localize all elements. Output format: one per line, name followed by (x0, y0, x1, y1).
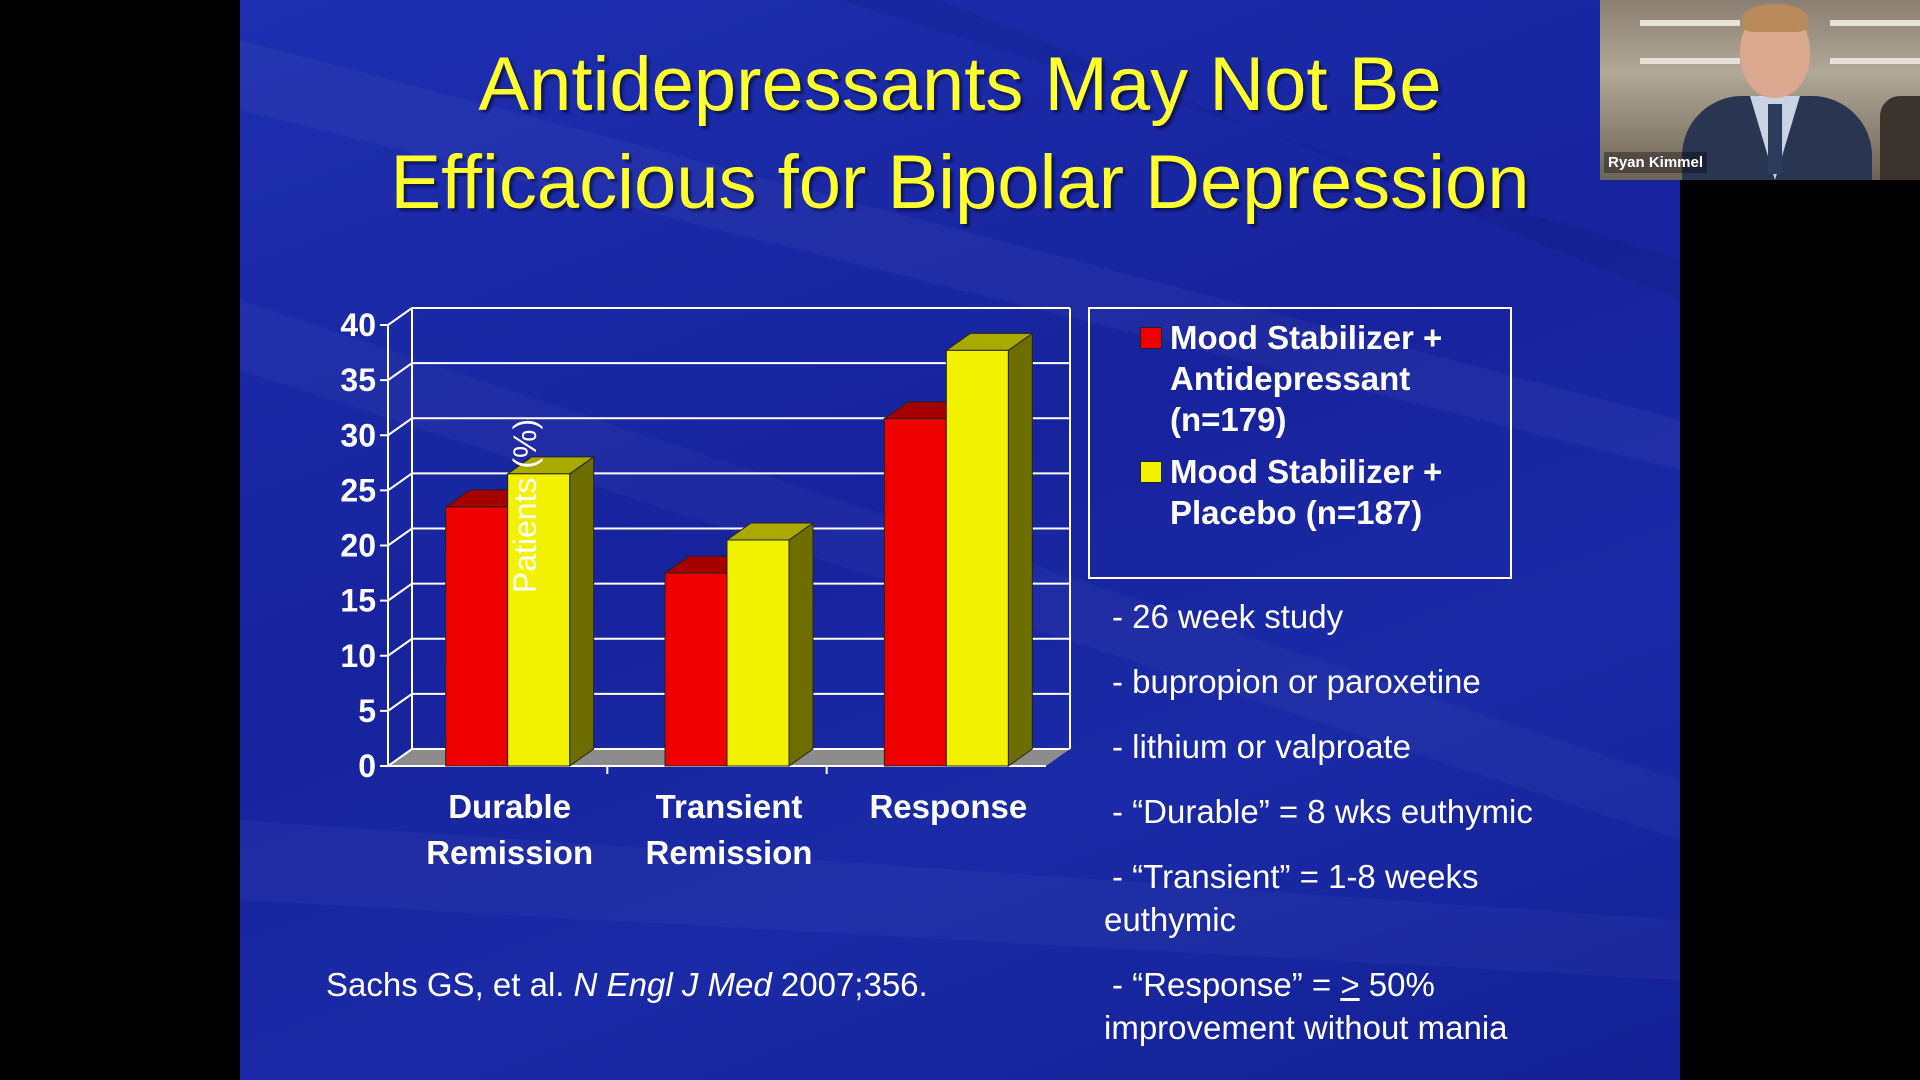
citation-journal: N Engl J Med (573, 966, 772, 1003)
slide-title-line-2: Efficacious for Bipolar Depression (390, 140, 1530, 225)
note-transient-definition: - “Transient” = 1-8 weeks (1112, 858, 1479, 895)
participant-video-tile[interactable]: Ryan Kimmel (1600, 0, 1920, 180)
citation-reference: 2007;356. (771, 966, 928, 1003)
chart-x-categories: Durable Remission Transient Remission Respon… (426, 788, 1027, 871)
gridline-depth (387, 693, 413, 712)
bar-front (945, 349, 1009, 767)
legend-antidepressant-line-3: (n=179) (1170, 401, 1287, 438)
note-mood-stabilizers: - lithium or valproate (1112, 728, 1411, 765)
slide-title: Antidepressants May Not Be Efficacious f… (240, 36, 1680, 232)
citation-authors: Sachs GS, et al. (326, 966, 574, 1003)
gridline-depth (387, 637, 413, 657)
citation: Sachs GS, et al. N Engl J Med 2007;356. (326, 966, 928, 1004)
y-tick-label: 25 (340, 472, 376, 508)
bar-side (1007, 332, 1033, 767)
bar-side (569, 455, 595, 767)
y-tick-label: 40 (340, 307, 376, 343)
note-response-definition-cont: improvement without mania (1104, 1009, 1508, 1046)
note-antidepressants: - bupropion or paroxetine (1112, 663, 1481, 700)
y-tick-label: 20 (340, 528, 376, 564)
y-tick-label: 15 (340, 583, 376, 619)
gridline-depth (387, 527, 413, 547)
note-durable-definition: - “Durable” = 8 wks euthymic (1112, 793, 1533, 830)
gridline-depth (387, 472, 413, 492)
bar-front (445, 506, 509, 767)
x-category-label: Response (869, 788, 1027, 825)
participant-hair (1742, 4, 1808, 32)
presentation-slide: Antidepressants May Not Be Efficacious f… (240, 0, 1680, 1080)
x-category-label: Remission (646, 834, 813, 871)
x-category-label: Transient (656, 788, 803, 825)
bar-front (726, 539, 790, 767)
note-response-ge-symbol: > (1340, 966, 1360, 1003)
bar-front (507, 473, 571, 767)
slide-title-line-1: Antidepressants May Not Be (478, 42, 1442, 127)
y-tick-label: 5 (358, 693, 376, 729)
gridline-depth (387, 362, 413, 381)
y-axis-label: Patients (%) (507, 419, 543, 593)
x-category-label: Durable (448, 788, 571, 825)
y-tick-label: 30 (340, 417, 376, 453)
legend-swatch-placebo (1140, 461, 1162, 483)
y-tick-label: 0 (358, 748, 376, 784)
gridline-depth (387, 417, 413, 437)
y-tick-label: 35 (340, 362, 376, 398)
note-response-definition: - “Response” = > 50% (1112, 964, 1435, 1006)
bar (506, 455, 596, 767)
gridline-depth (387, 307, 413, 326)
participant-name-label: Ryan Kimmel (1604, 152, 1708, 173)
bar-side (788, 522, 814, 767)
bar (944, 332, 1034, 767)
y-tick-label: 10 (340, 638, 376, 674)
note-response-prefix: - “Response” = (1112, 966, 1341, 1003)
bar-front (664, 572, 728, 767)
note-response-value: 50% (1359, 966, 1435, 1003)
x-category-label: Remission (426, 834, 593, 871)
chart-legend: Mood Stabilizer + Antidepressant (n=179)… (1088, 307, 1512, 579)
bar (725, 522, 815, 767)
legend-antidepressant-line-1: Mood Stabilizer + (1170, 319, 1443, 356)
participant-tie (1768, 104, 1782, 174)
gridline-depth (387, 748, 413, 767)
note-study-length: - 26 week study (1112, 598, 1344, 635)
background-lamp (1880, 96, 1920, 180)
legend-antidepressant-line-2: Antidepressant (1170, 360, 1411, 397)
bar-front (883, 418, 947, 767)
legend-placebo-line-1: Mood Stabilizer + (1170, 453, 1443, 490)
legend-placebo-line-2: Placebo (n=187) (1170, 494, 1423, 531)
note-transient-definition-cont: euthymic (1104, 901, 1237, 938)
bar-chart: 0 5 10 15 20 25 30 35 40 Durable Remission Transie… (340, 307, 1071, 871)
chart-bars (444, 332, 1034, 767)
gridline-depth (387, 582, 413, 602)
legend-swatch-antidepressant (1140, 327, 1162, 349)
chart-y-ticks: 0 5 10 15 20 25 30 35 40 (340, 307, 376, 784)
